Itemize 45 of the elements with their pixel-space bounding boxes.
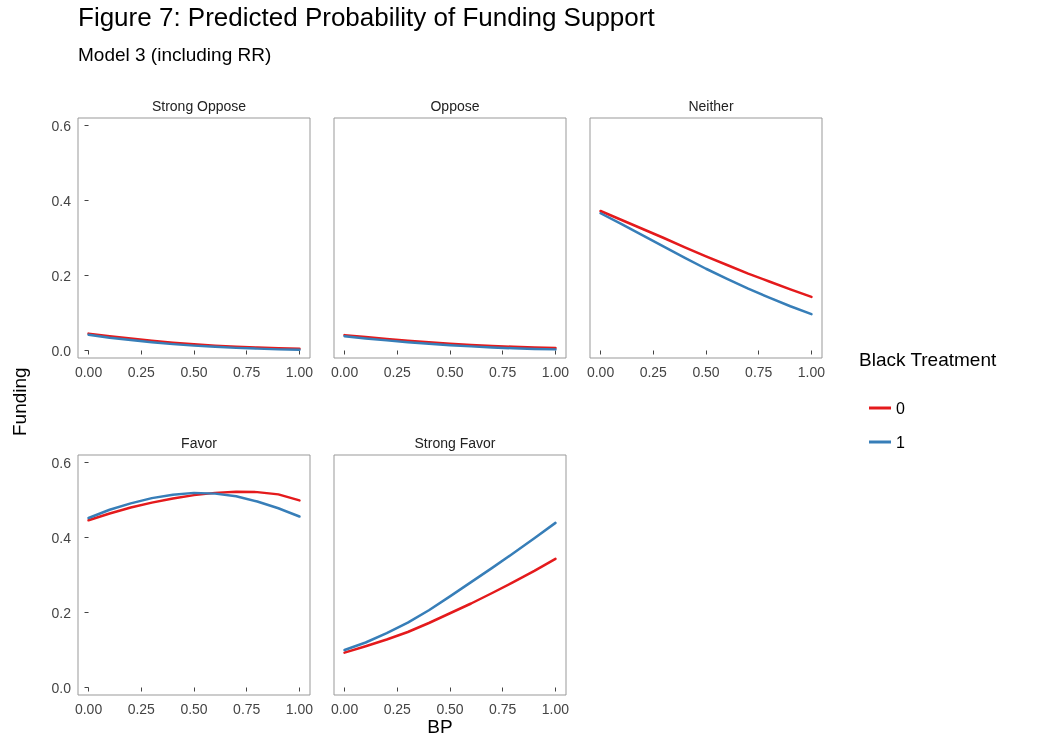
legend-title: Black Treatment <box>859 349 997 370</box>
x-tick-label: 1.00 <box>541 364 570 380</box>
x-tick-label: 0.75 <box>745 364 773 380</box>
y-tick-label: 0.6 <box>51 454 72 471</box>
chart-title: Strong Oppose <box>151 98 247 114</box>
x-tick-label: 0.75 <box>489 701 517 717</box>
x-tick-label: 0.00 <box>330 701 359 717</box>
x-tick-label: 0.25 <box>383 701 412 717</box>
y-tick-label: 0.4 <box>51 192 72 209</box>
x-tick-label: 0.00 <box>74 701 103 717</box>
x-tick-label: 1.00 <box>285 364 314 380</box>
chart-title: Neither <box>688 98 734 114</box>
chart-title: Favor <box>181 435 218 451</box>
x-tick-label: 0.75 <box>233 701 261 717</box>
x-tick-label: 0.25 <box>383 364 412 380</box>
legend-label: 1 <box>896 433 905 451</box>
chart-title: Oppose <box>430 98 480 114</box>
text: Figure 7: Predicted Probability of Funding Support <box>78 2 655 33</box>
text: Funding <box>9 367 31 436</box>
legend-label: 0 <box>896 399 905 417</box>
x-tick-label: 0.00 <box>586 364 615 380</box>
x-tick-label: 0.50 <box>180 701 208 717</box>
y-tick-label: 0.6 <box>51 117 72 134</box>
y-tick-label: 0.2 <box>51 267 72 284</box>
x-tick-label: 1.00 <box>285 701 314 717</box>
x-tick-label: 0.25 <box>127 364 156 380</box>
y-tick-label: 0.0 <box>51 342 72 359</box>
x-tick-label: 0.50 <box>436 701 464 717</box>
x-tick-label: 0.50 <box>180 364 208 380</box>
x-tick-label: 1.00 <box>541 701 570 717</box>
x-tick-label: 0.50 <box>692 364 720 380</box>
chart-title: Strong Favor <box>414 435 496 451</box>
x-tick-label: 0.50 <box>436 364 464 380</box>
x-tick-label: 0.25 <box>639 364 668 380</box>
x-tick-label: 0.00 <box>74 364 103 380</box>
x-tick-label: 0.75 <box>233 364 261 380</box>
x-tick-label: 0.75 <box>489 364 517 380</box>
text: BP <box>426 716 454 738</box>
y-tick-label: 0.2 <box>51 604 72 621</box>
text: Model 3 (including RR) <box>78 44 272 66</box>
x-tick-label: 0.00 <box>330 364 359 380</box>
y-tick-label: 0.4 <box>51 529 72 546</box>
y-tick-label: 0.0 <box>51 679 72 696</box>
x-tick-label: 1.00 <box>797 364 826 380</box>
x-tick-label: 0.25 <box>127 701 156 717</box>
